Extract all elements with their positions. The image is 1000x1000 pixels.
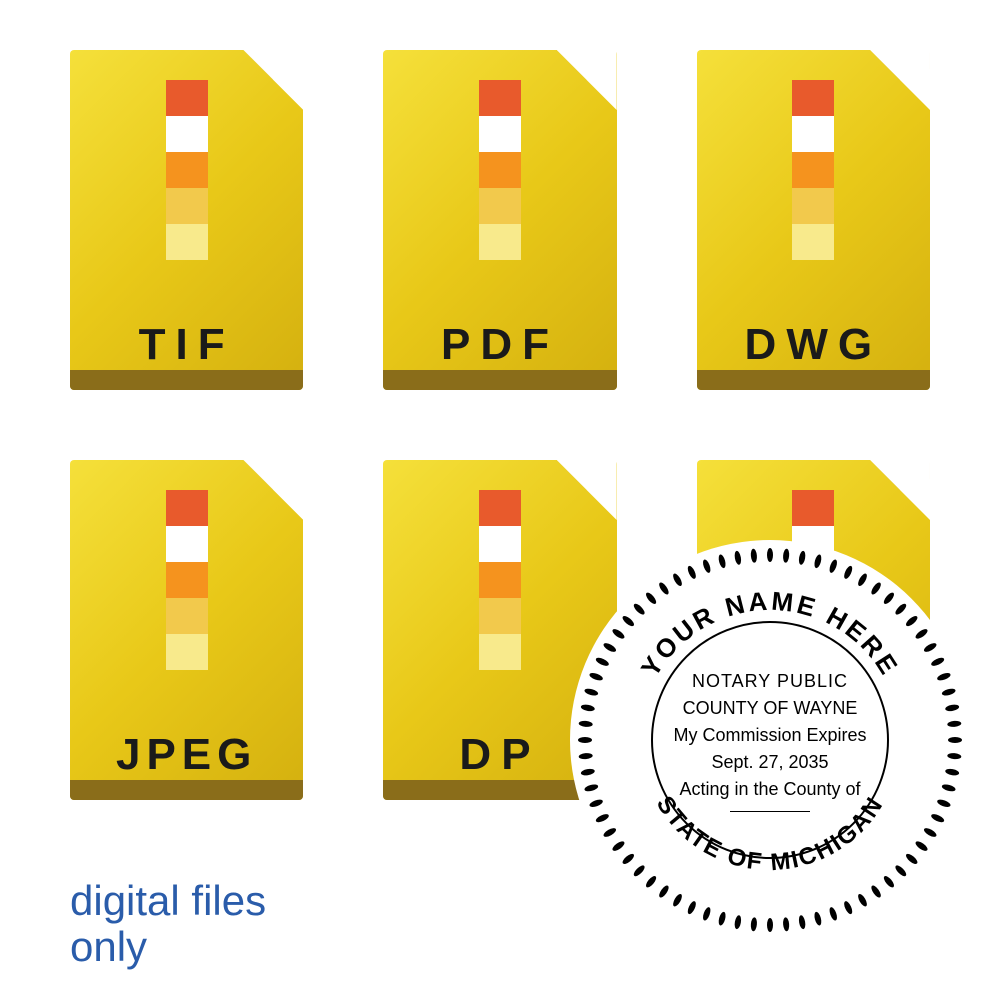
footer-line-1: digital files bbox=[70, 878, 266, 924]
color-bar bbox=[166, 490, 208, 670]
color-bar bbox=[792, 80, 834, 260]
file-label: TIF bbox=[60, 320, 313, 370]
file-icon: DWG bbox=[687, 40, 940, 410]
notary-seal: YOUR NAME HERE STATE OF MICHIGAN NOTARY … bbox=[570, 540, 970, 940]
file-icon: TIF bbox=[60, 40, 313, 410]
file-icon: JPEG bbox=[60, 450, 313, 820]
color-bar bbox=[479, 80, 521, 260]
file-icon: PDF bbox=[373, 40, 626, 410]
file-label: JPEG bbox=[60, 730, 313, 780]
seal-center: NOTARY PUBLIC COUNTY OF WAYNE My Commiss… bbox=[660, 668, 880, 812]
seal-line-2: COUNTY OF WAYNE bbox=[660, 695, 880, 722]
seal-line-5: Acting in the County of bbox=[660, 776, 880, 803]
seal-line-3: My Commission Expires bbox=[660, 722, 880, 749]
seal-underline bbox=[730, 811, 810, 812]
footer-text: digital files only bbox=[70, 878, 266, 970]
file-label: PDF bbox=[373, 320, 626, 370]
seal-line-1: NOTARY PUBLIC bbox=[660, 668, 880, 695]
seal-line-4: Sept. 27, 2035 bbox=[660, 749, 880, 776]
file-label: DWG bbox=[687, 320, 940, 370]
footer-line-2: only bbox=[70, 924, 266, 970]
color-bar bbox=[479, 490, 521, 670]
color-bar bbox=[166, 80, 208, 260]
